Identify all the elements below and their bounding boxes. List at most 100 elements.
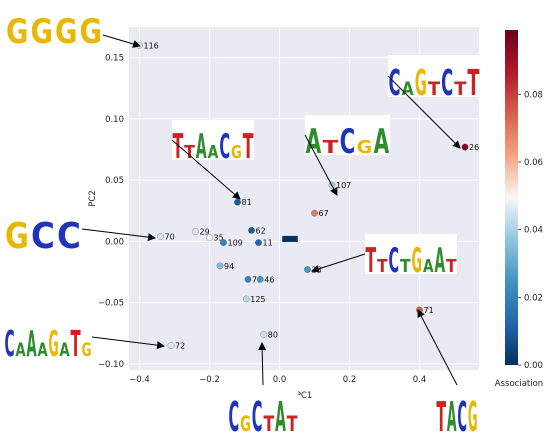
- data-point: [220, 239, 227, 246]
- motif-letter: T: [70, 324, 80, 365]
- data-point: [242, 295, 250, 303]
- motif-letter: A: [306, 122, 322, 162]
- x-tick-label: −0.4: [129, 375, 150, 385]
- motif-letter: T: [454, 78, 466, 100]
- y-tick-label: 0.00: [105, 237, 124, 247]
- motif-letter: T: [446, 256, 457, 277]
- motif-letter: G: [231, 142, 242, 163]
- motif-letter: A: [434, 241, 445, 281]
- motif-logo-background: [365, 234, 457, 274]
- motif-letter: A: [196, 127, 207, 167]
- data-point-label: 81: [242, 198, 252, 207]
- annotation-arrow: [304, 134, 338, 196]
- colorbar-tick-label: 0.06: [524, 158, 543, 168]
- motif-letter: C: [4, 324, 14, 365]
- data-point-label: 72: [175, 342, 185, 351]
- motif-letter: A: [447, 393, 457, 439]
- data-point-label: 29: [200, 228, 210, 237]
- data-point-label: 94: [224, 262, 234, 271]
- motif-letter: C: [31, 216, 55, 257]
- y-tick-label: 0.15: [105, 54, 124, 64]
- data-point: [157, 233, 164, 240]
- motif-logo-background: [305, 115, 390, 155]
- motif-letter: A: [15, 339, 25, 361]
- data-point-label: 71: [424, 306, 434, 315]
- motif-letter: G: [411, 241, 422, 281]
- data-point-label: 26: [469, 143, 479, 152]
- data-point-cluster: [292, 235, 298, 242]
- motif-letter: T: [172, 127, 183, 167]
- data-point: [167, 342, 175, 349]
- motif-letter: A: [374, 122, 390, 162]
- motif-letter: G: [79, 12, 102, 52]
- data-point-label: 70: [165, 232, 175, 241]
- annotation-arrow: [102, 34, 141, 48]
- annotation-arrow: [387, 75, 461, 149]
- annotation-arrow: [91, 336, 165, 350]
- y-tick-label: 0.05: [105, 176, 124, 186]
- data-point-label: 107: [336, 181, 351, 190]
- motif-letter: T: [467, 63, 479, 104]
- motif-letter: A: [208, 142, 219, 163]
- data-point: [216, 262, 224, 270]
- motif-letter: G: [55, 12, 78, 52]
- data-point: [461, 143, 469, 151]
- motif-letter: T: [377, 256, 388, 277]
- y-axis-label: PC2: [88, 190, 98, 206]
- annotation-arrow: [171, 139, 241, 200]
- data-point-label: 109: [228, 239, 243, 248]
- motif-letter: C: [340, 122, 356, 162]
- motif-letter: C: [389, 63, 401, 104]
- motif-letter: C: [57, 216, 81, 257]
- colorbar-tick-label: 0.00: [524, 361, 543, 371]
- data-point-cluster: [282, 235, 288, 242]
- data-point-label: 11: [263, 239, 273, 248]
- motif-letter: G: [6, 12, 29, 52]
- motif-letter: G: [468, 393, 478, 439]
- annotation-arrow: [417, 309, 458, 386]
- data-point: [256, 275, 264, 283]
- motif-letter: C: [388, 241, 399, 281]
- motif-letter: T: [436, 393, 446, 439]
- motif-letter: C: [228, 393, 239, 439]
- data-point-label: 35: [214, 234, 224, 243]
- data-point: [206, 234, 213, 242]
- data-point-label: 116: [144, 41, 159, 50]
- motif-letter: A: [275, 393, 286, 439]
- colorbar-tick-label: 0.08: [524, 90, 543, 100]
- motif-letter: A: [37, 339, 47, 361]
- motif-letter: T: [400, 256, 411, 277]
- x-axis-label: PC1: [296, 391, 312, 401]
- motif-letter: C: [441, 63, 453, 104]
- y-tick-label: −0.05: [98, 299, 124, 309]
- data-point: [260, 331, 268, 338]
- colorbar: [505, 30, 518, 365]
- motif-letter: G: [357, 137, 373, 158]
- data-point: [234, 198, 241, 206]
- motif-letter: C: [252, 393, 263, 439]
- motif-letter: T: [263, 412, 274, 437]
- motif-logo-background: [4, 316, 92, 358]
- motif-logo-background: [4, 208, 82, 250]
- x-tick-label: −0.2: [199, 375, 220, 385]
- data-point-label: 67: [319, 209, 329, 218]
- x-tick-label: 0.4: [413, 375, 427, 385]
- data-point: [311, 209, 318, 217]
- y-tick-label: 0.10: [105, 115, 124, 125]
- motif-letter: C: [219, 127, 230, 167]
- motif-letter: G: [30, 12, 53, 52]
- data-point: [248, 227, 255, 234]
- data-point-label: 125: [250, 295, 265, 304]
- data-point: [304, 266, 311, 273]
- motif-logo-background: [436, 385, 478, 433]
- motif-letter: G: [240, 412, 251, 437]
- motif-letter: T: [365, 241, 376, 281]
- colorbar-tick-label: 0.04: [524, 226, 543, 236]
